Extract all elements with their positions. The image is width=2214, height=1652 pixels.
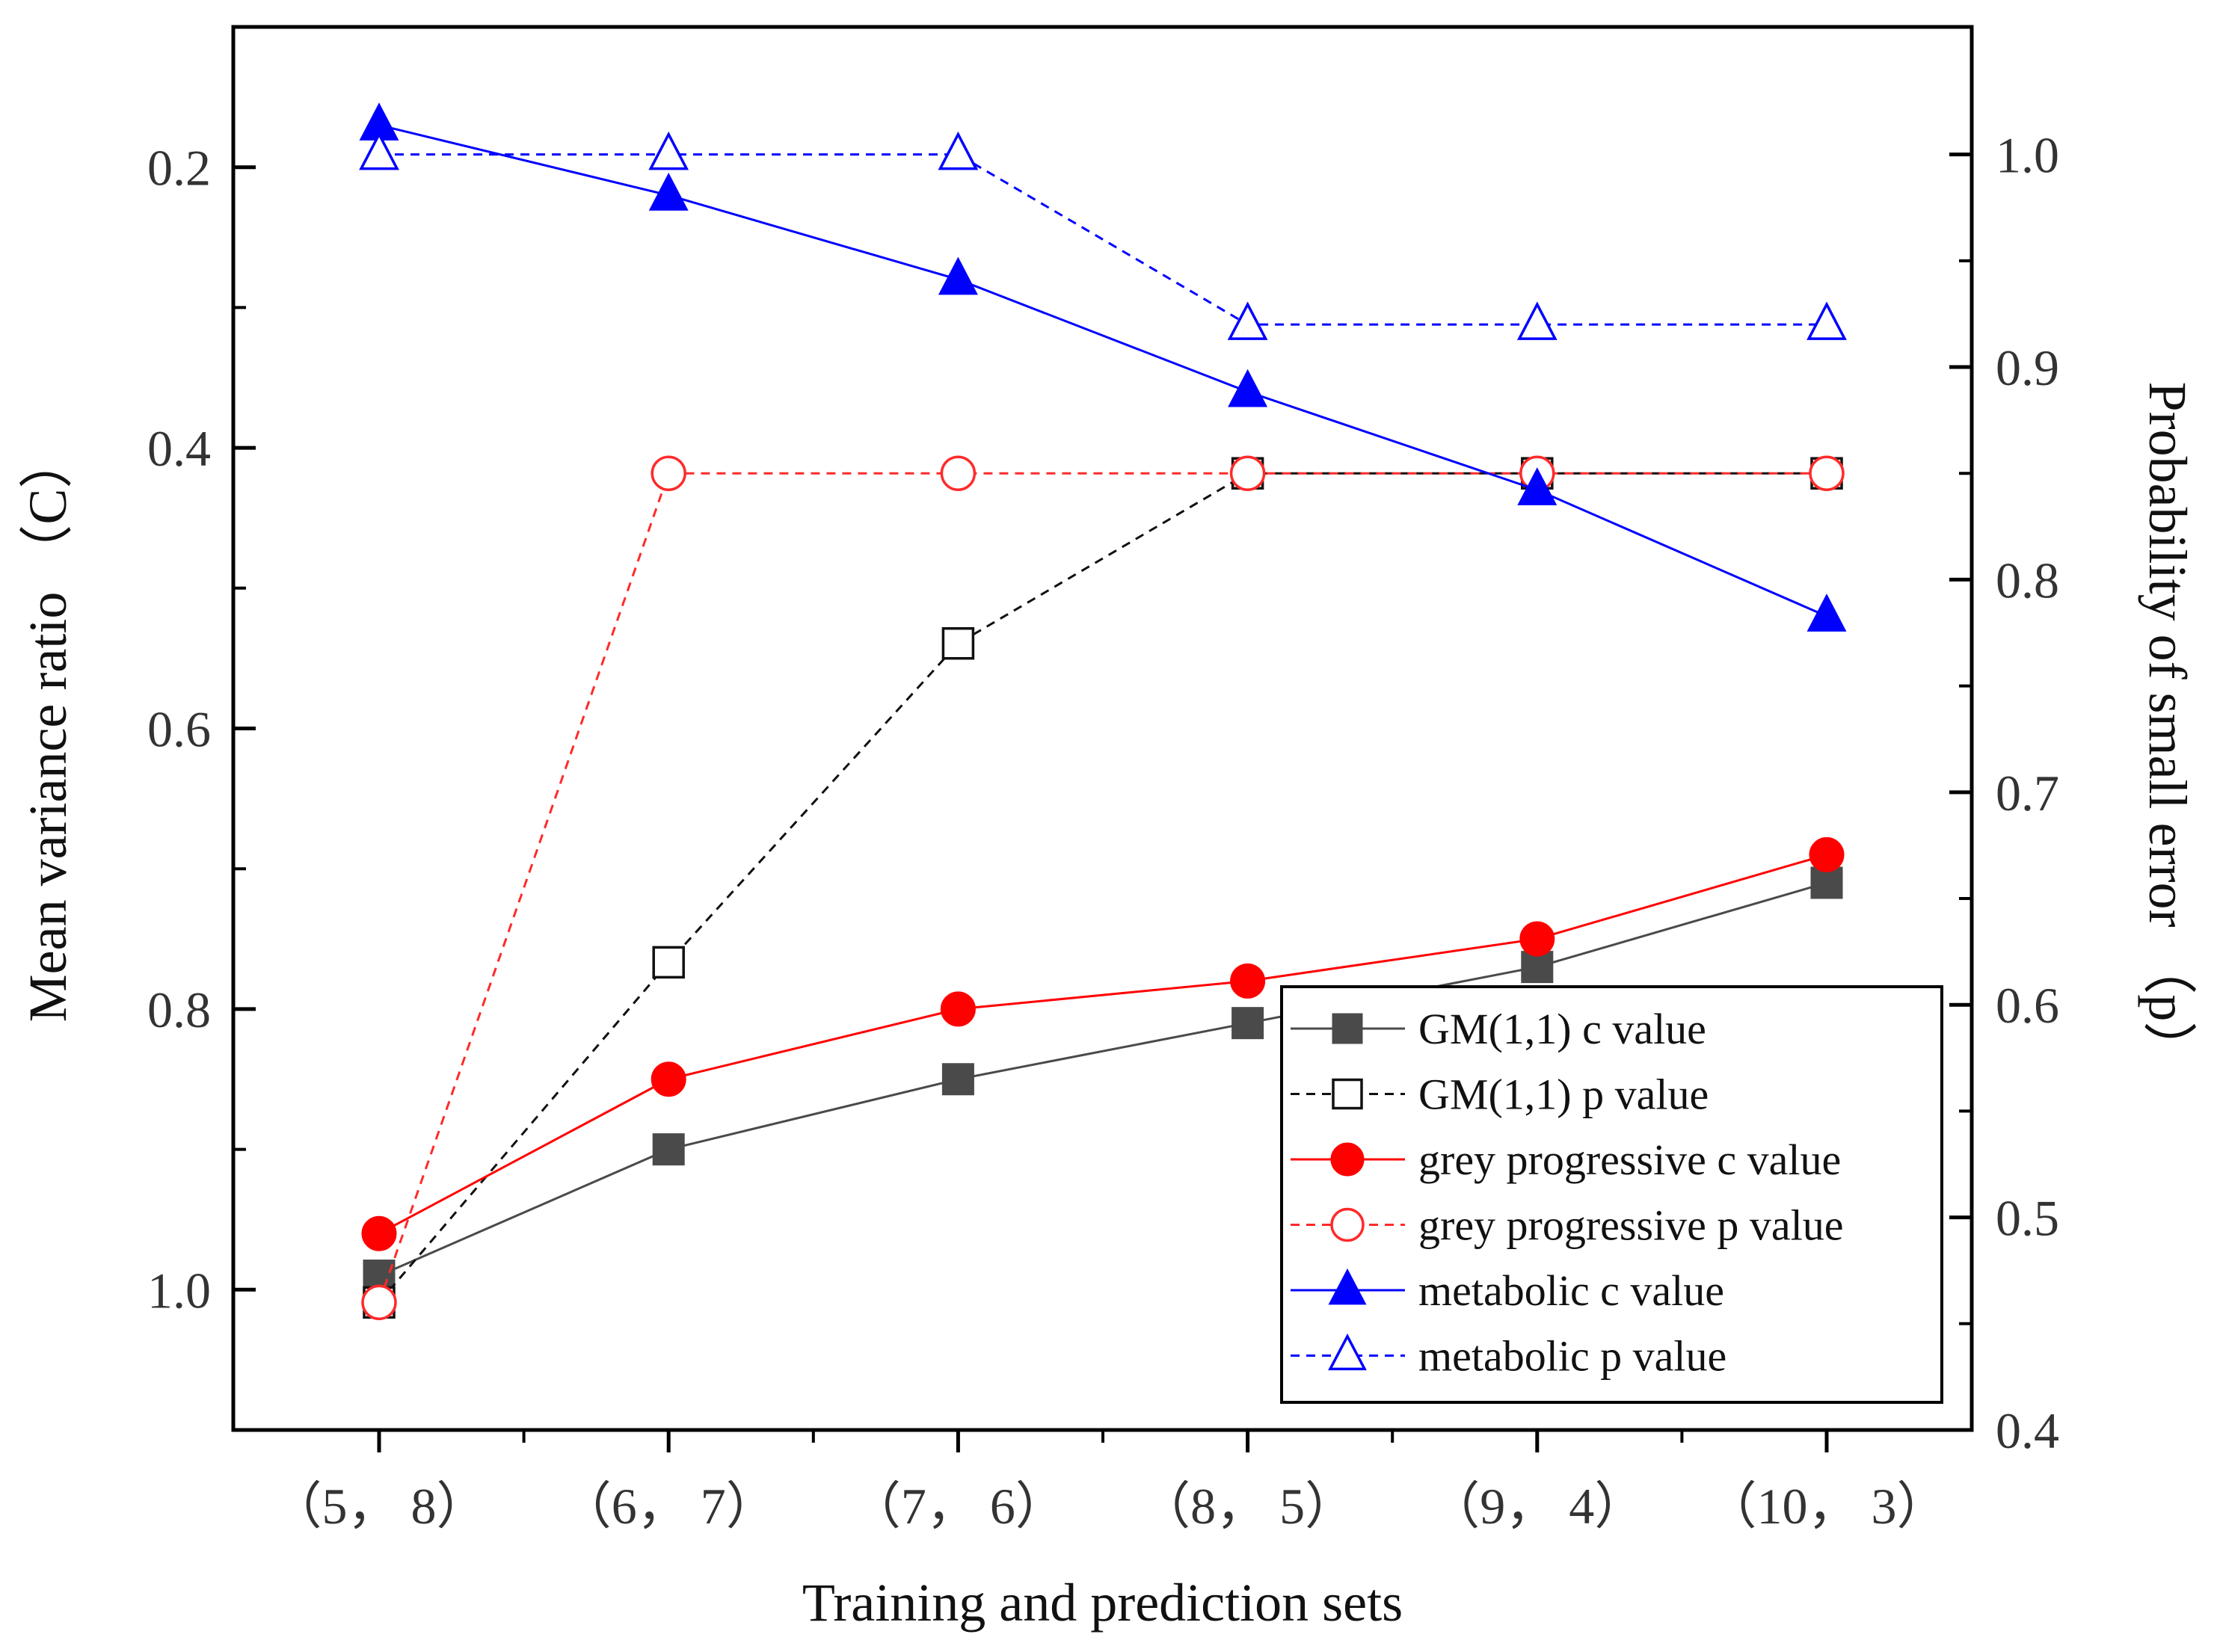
plot-frame — [231, 25, 1974, 1432]
series-line — [378, 123, 1827, 617]
legend-marker — [1328, 1268, 1367, 1305]
left-tick-label: 0.8 — [147, 981, 211, 1038]
left-tick-label: 1.0 — [147, 1262, 211, 1319]
data-point — [1230, 963, 1266, 999]
legend-marker — [1332, 1013, 1363, 1044]
left-tick-label: 0.4 — [147, 420, 211, 477]
legend-label: grey progressive c value — [1418, 1135, 1841, 1184]
legend-label: grey progressive p value — [1418, 1201, 1844, 1250]
data-point — [938, 131, 979, 170]
series-line — [379, 153, 1827, 326]
data-point — [1810, 866, 1843, 899]
legend-marker — [1330, 1142, 1365, 1177]
series-line — [378, 853, 1827, 1235]
data-point — [648, 172, 689, 211]
legend-label: metabolic p value — [1418, 1332, 1726, 1381]
data-point — [363, 1260, 396, 1292]
x-axis-title: Training and prediction sets — [802, 1573, 1403, 1633]
legend-box — [1280, 985, 1943, 1404]
legend-item: GM(1,1) p value — [1291, 1070, 1709, 1119]
data-point — [1521, 951, 1554, 984]
data-point — [941, 626, 975, 660]
legend-label: GM(1,1) p value — [1418, 1070, 1709, 1119]
series-line — [378, 472, 1827, 1303]
legend-marker — [1330, 1207, 1365, 1242]
legend-marker — [1332, 1078, 1363, 1110]
left-tick-label: 0.2 — [147, 140, 211, 197]
legend-label: GM(1,1) c value — [1418, 1005, 1706, 1053]
x-tick-label: （9， 4） — [1429, 1478, 1645, 1535]
y-axis-left-title: Mean variance ratio （C） — [18, 435, 78, 1023]
data-point — [648, 131, 689, 170]
data-point — [940, 455, 977, 491]
legend: GM(1,1) c value GM(1,1) p value grey progr… — [1280, 985, 1943, 1404]
data-point — [359, 131, 399, 170]
data-point — [1809, 836, 1845, 872]
data-point — [1517, 467, 1558, 505]
x-tick-label: （10， 3） — [1706, 1478, 1947, 1535]
right-tick-label: 0.4 — [1996, 1402, 2059, 1459]
x-tick-label: （5， 8） — [271, 1478, 487, 1535]
data-point — [1806, 594, 1847, 632]
y-axis-right-title: Probability of small error （p） — [2138, 382, 2198, 1076]
x-tick-label: （7， 6） — [850, 1478, 1066, 1535]
series-metabolic-p-value — [359, 131, 1847, 340]
data-point — [1227, 301, 1268, 340]
data-point — [940, 991, 976, 1027]
data-point — [361, 1284, 397, 1321]
data-point — [652, 946, 685, 979]
left-tick-label: 0.6 — [147, 701, 211, 758]
right-tick-label: 0.7 — [1996, 765, 2059, 822]
right-tick-label: 1.0 — [1996, 127, 2059, 184]
legend-item: grey progressive p value — [1291, 1201, 1844, 1250]
series-grey-progressive-p-value — [361, 455, 1845, 1321]
series-gm-1-1-c-value — [363, 866, 1843, 1292]
right-tick-label: 0.6 — [1996, 977, 2059, 1034]
data-point — [1516, 301, 1558, 340]
legend-item: grey progressive c value — [1291, 1135, 1841, 1184]
legend-item: GM(1,1) c value — [1291, 1005, 1706, 1053]
data-point — [1231, 1007, 1264, 1040]
series-metabolic-c-value — [359, 102, 1847, 632]
x-tick-label: （6， 7） — [561, 1478, 777, 1535]
legend-item: metabolic p value — [1291, 1332, 1726, 1381]
data-point — [1228, 369, 1268, 407]
series-line — [378, 881, 1827, 1277]
data-point — [1229, 455, 1266, 491]
series-grey-progressive-c-value — [361, 836, 1845, 1251]
data-point — [361, 1215, 397, 1251]
data-point — [651, 1061, 686, 1097]
x-tick-label: （8， 5） — [1140, 1478, 1356, 1535]
data-point — [651, 455, 686, 491]
legend-item: metabolic c value — [1291, 1266, 1724, 1315]
tick-labels: 0.2 0.4 0.6 0.8 1.0 0.4 0.5 0.6 0.7 0.8 0.9 1.0 （5， … — [147, 127, 2059, 1535]
data-point — [652, 1133, 685, 1166]
data-point — [1519, 921, 1555, 957]
legend-label: metabolic c value — [1418, 1266, 1724, 1315]
axis-ticks — [233, 152, 1972, 1452]
legend-marker — [1328, 1333, 1367, 1371]
right-tick-label: 0.8 — [1996, 552, 2059, 608]
data-point — [941, 1063, 974, 1096]
series-layer — [359, 102, 1847, 1321]
data-point — [938, 256, 978, 295]
data-point — [1806, 301, 1847, 340]
data-point — [1809, 455, 1845, 491]
right-tick-label: 0.9 — [1996, 339, 2059, 396]
right-tick-label: 0.5 — [1996, 1190, 2059, 1247]
